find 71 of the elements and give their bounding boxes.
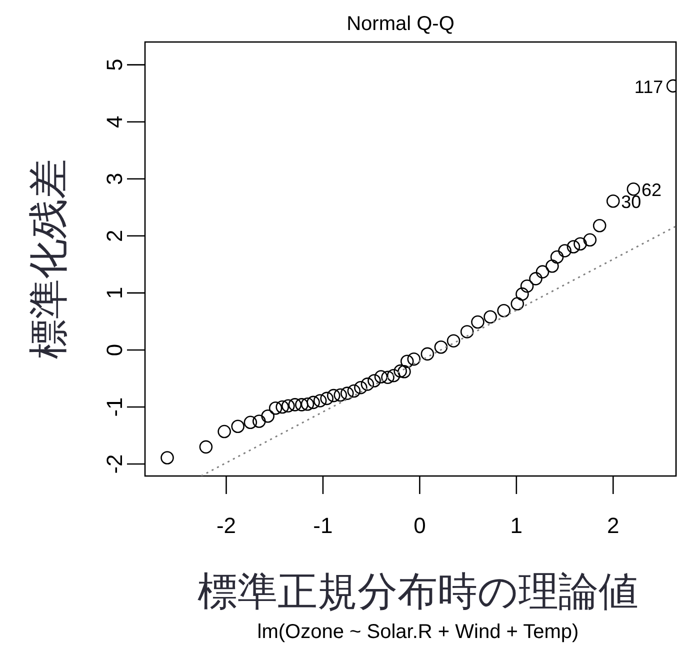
x-tick-label: 1 <box>510 513 523 538</box>
point <box>282 399 295 413</box>
point <box>334 388 348 402</box>
point <box>546 259 559 273</box>
point <box>347 384 361 398</box>
point <box>497 304 510 318</box>
point <box>360 378 374 391</box>
point <box>626 182 640 196</box>
y-tick-label: -1 <box>102 397 127 417</box>
x-axis-title: 標準正規分布時の理論値 <box>198 570 638 614</box>
point <box>583 233 597 247</box>
chart-title: Normal Q-Q <box>346 13 454 35</box>
y-tick-label: 4 <box>102 116 127 128</box>
y-tick-label: 5 <box>102 58 127 71</box>
point <box>592 218 606 232</box>
point <box>199 440 213 454</box>
point <box>529 272 542 286</box>
point <box>252 414 266 428</box>
point <box>231 420 244 434</box>
x-tick-label: -1 <box>313 513 333 538</box>
point <box>276 400 289 414</box>
point <box>326 388 340 402</box>
point <box>354 380 368 394</box>
point <box>313 394 327 408</box>
y-tick-label: 0 <box>102 344 127 356</box>
y-tick-label: 1 <box>102 286 127 300</box>
point <box>340 386 354 400</box>
text: lm(Ozone ~ Solar.R + Wind + Temp) <box>257 621 579 643</box>
point <box>550 250 564 264</box>
y-tick-label: 2 <box>102 230 127 242</box>
annotation: 117 <box>634 76 664 97</box>
point <box>386 368 400 382</box>
point <box>300 397 314 411</box>
point <box>516 287 529 301</box>
point <box>218 424 231 438</box>
point <box>288 398 302 412</box>
point <box>471 315 484 329</box>
y-axis-title: 標準化残差 <box>27 159 71 359</box>
y-tick-label: 3 <box>102 172 127 185</box>
point <box>460 325 474 338</box>
point <box>510 297 524 310</box>
annotation: 30 <box>621 192 642 212</box>
point <box>261 409 274 423</box>
point <box>446 334 460 348</box>
point <box>606 194 620 208</box>
point <box>407 352 421 366</box>
x-tick-label: 2 <box>607 513 620 538</box>
point <box>520 279 534 293</box>
point <box>160 451 174 464</box>
point <box>536 265 550 278</box>
x-tick-label: 0 <box>414 513 426 538</box>
point <box>484 310 497 324</box>
point <box>566 240 580 254</box>
x-tick-label: -2 <box>216 513 236 538</box>
point <box>374 370 388 384</box>
point <box>306 396 320 410</box>
point <box>558 244 572 258</box>
point <box>320 392 334 406</box>
point <box>244 416 258 430</box>
point <box>420 347 434 361</box>
point <box>394 364 407 378</box>
y-tick-label: -2 <box>102 454 127 474</box>
point <box>398 364 411 378</box>
point <box>574 237 587 251</box>
annotation: 62 <box>641 180 662 200</box>
point <box>268 401 282 415</box>
point <box>434 340 448 354</box>
point <box>400 354 414 368</box>
point <box>368 374 381 388</box>
point <box>381 370 394 384</box>
point <box>295 398 308 412</box>
